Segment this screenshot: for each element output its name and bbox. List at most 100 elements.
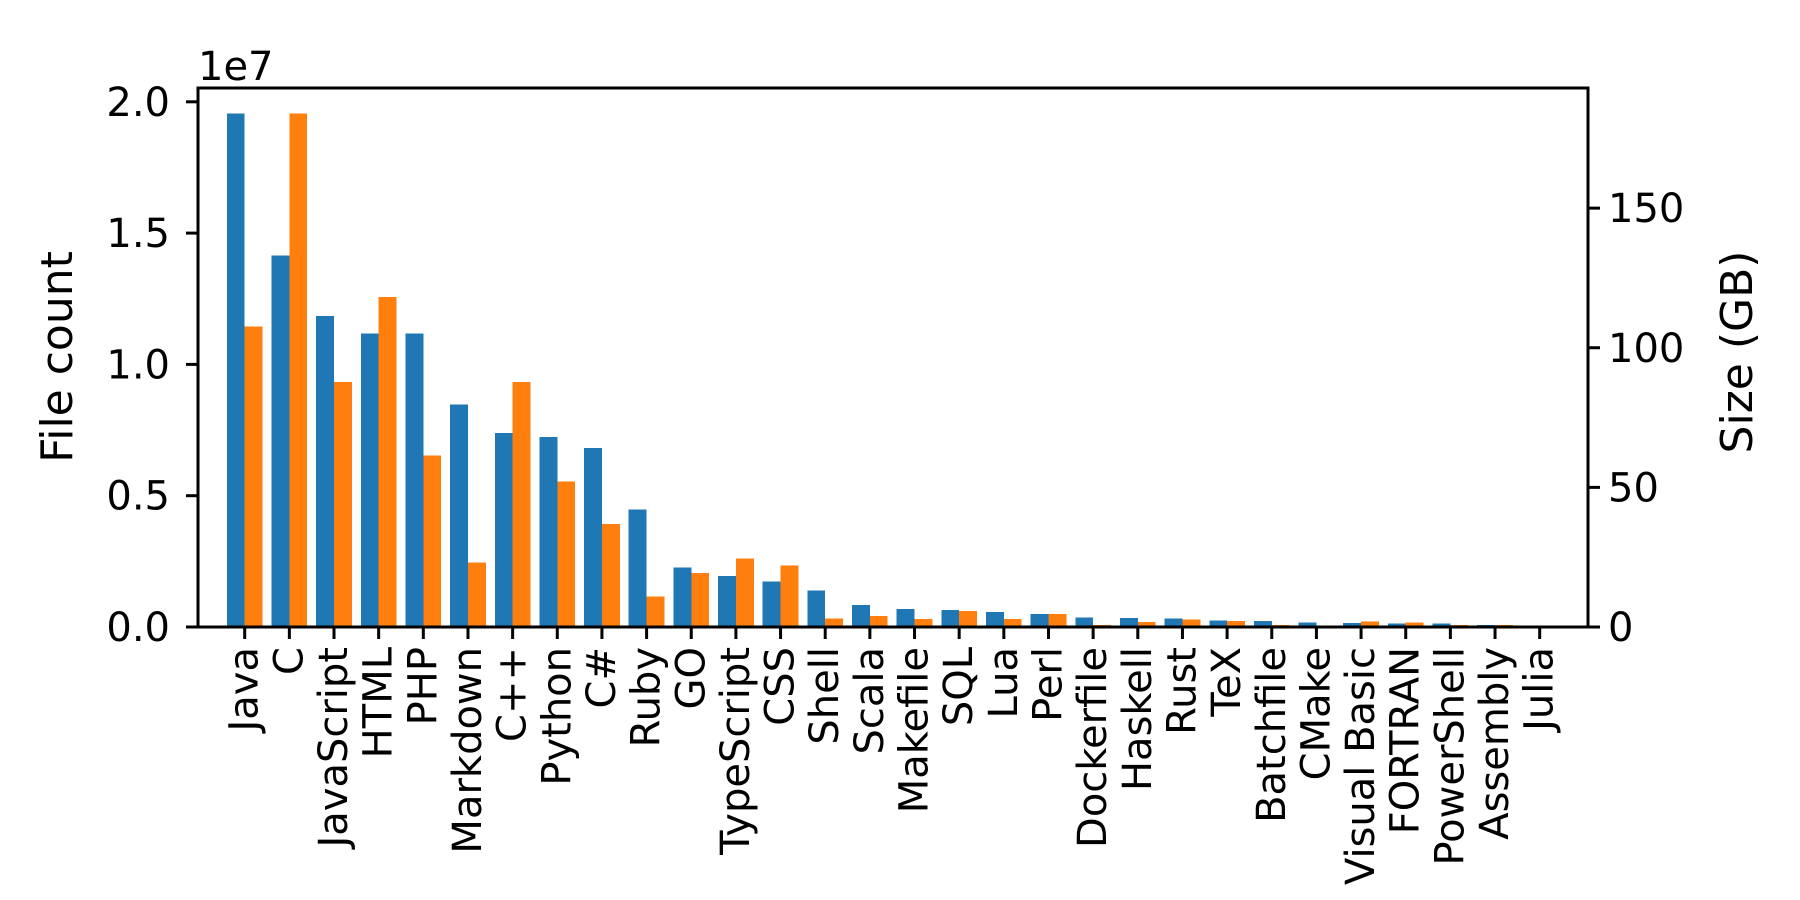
bar-file-count-python — [539, 437, 558, 627]
bar-size-gb-css — [780, 565, 799, 627]
labels-layer: 1e7 File count Size (GB) — [32, 44, 1763, 463]
bar-file-count-javascript — [316, 316, 335, 627]
x-tick-label-go: GO — [668, 647, 714, 709]
bar-size-gb-sql — [959, 611, 978, 627]
x-tick-label-batchfile: Batchfile — [1249, 647, 1295, 823]
bar-file-count-scala — [852, 605, 870, 627]
bar-file-count-visual-basic — [1343, 622, 1362, 627]
bar-file-count-go — [673, 567, 692, 627]
bar-file-count-fortran — [1387, 623, 1406, 627]
x-tick-label-markdown: Markdown — [445, 647, 491, 854]
x-tick-label-visual-basic: Visual Basic — [1338, 647, 1384, 885]
bar-file-count-ruby — [628, 509, 647, 627]
bar-file-count-typescript — [718, 576, 736, 627]
right-y-tick-label: 150 — [1608, 186, 1684, 232]
x-tick-label-makefile: Makefile — [892, 647, 938, 813]
bar-file-count-batchfile — [1253, 620, 1272, 627]
left-y-tick-label: 1.5 — [106, 211, 170, 257]
x-tick-label-dockerfile: Dockerfile — [1070, 647, 1116, 848]
x-tick-label-scala: Scala — [847, 647, 893, 755]
bar-file-count-makefile — [896, 609, 915, 627]
x-tick-label-powershell: PowerShell — [1427, 647, 1473, 866]
bar-size-gb-ruby — [646, 596, 665, 627]
bar-size-gb-javascript — [334, 381, 352, 627]
bar-size-gb-c — [289, 113, 308, 627]
bar-file-count-c- — [494, 433, 513, 627]
x-tick-label-typescript: TypeScript — [713, 647, 759, 856]
bar-file-count-html — [360, 333, 379, 627]
x-tick-label-python: Python — [534, 647, 580, 786]
bar-file-count-markdown — [450, 404, 468, 627]
bar-size-gb-tex — [1227, 621, 1245, 627]
bar-file-count-powershell — [1432, 623, 1451, 627]
right-y-tick-label: 50 — [1608, 465, 1659, 511]
x-tick-label-julia: Julia — [1517, 647, 1563, 734]
x-tick-label-php: PHP — [400, 647, 446, 725]
bar-size-gb-perl — [1048, 613, 1067, 627]
x-tick-label-css: CSS — [758, 647, 804, 726]
x-tick-label-assembly: Assembly — [1472, 647, 1518, 840]
axes-layer: JavaCJavaScriptHTMLPHPMarkdownC++PythonC… — [106, 80, 1684, 885]
x-tick-label-shell: Shell — [802, 647, 848, 745]
bar-size-gb-php — [423, 455, 442, 627]
bar-file-count-rust — [1164, 618, 1183, 627]
plot-border — [196, 86, 1590, 629]
x-tick-label-rust: Rust — [1159, 647, 1205, 735]
left-y-axis-label: File count — [32, 251, 83, 463]
right-y-tick-label: 100 — [1608, 326, 1684, 372]
bar-file-count-dockerfile — [1075, 617, 1094, 627]
bar-file-count-haskell — [1119, 618, 1138, 627]
bar-size-gb-fortran — [1405, 622, 1424, 627]
bar-file-count-css — [762, 581, 781, 627]
bar-size-gb-go — [691, 573, 710, 627]
bars-layer — [226, 113, 1558, 628]
bar-size-gb-typescript — [735, 558, 754, 627]
x-tick-label-tex: TeX — [1204, 647, 1250, 718]
bar-file-count-cmake — [1298, 622, 1317, 627]
y-axis-offset-text: 1e7 — [198, 44, 274, 90]
x-tick-label-c-: C# — [579, 647, 625, 708]
x-tick-label-html: HTML — [356, 646, 402, 758]
bar-size-gb-visual-basic — [1361, 621, 1379, 627]
left-y-tick-label: 0.5 — [106, 474, 170, 520]
bar-file-count-shell — [807, 590, 826, 627]
x-tick-label-lua: Lua — [981, 647, 1027, 718]
bar-size-gb-rust — [1182, 619, 1201, 627]
bar-file-count-c — [271, 255, 290, 627]
x-tick-label-perl: Perl — [1025, 647, 1071, 722]
right-y-tick-label: 0 — [1608, 605, 1633, 651]
bar-size-gb-c- — [601, 524, 620, 627]
bar-file-count-lua — [985, 611, 1004, 627]
x-tick-label-c-: C++ — [490, 647, 536, 742]
left-y-tick-label: 2.0 — [106, 80, 170, 126]
bar-size-gb-lua — [1003, 619, 1022, 627]
bar-size-gb-shell — [825, 618, 844, 627]
bar-size-gb-python — [557, 481, 576, 627]
bar-file-count-sql — [941, 609, 960, 627]
bar-file-count-c- — [584, 448, 602, 627]
bar-file-count-perl — [1030, 613, 1049, 627]
bar-file-count-php — [405, 333, 424, 627]
bar-file-count-tex — [1209, 620, 1228, 627]
bar-size-gb-scala — [869, 616, 888, 627]
left-y-tick-label: 1.0 — [106, 342, 170, 388]
right-y-axis-label: Size (GB) — [1712, 251, 1763, 454]
x-tick-label-ruby: Ruby — [624, 647, 670, 747]
x-tick-label-cmake: CMake — [1293, 647, 1339, 780]
x-tick-label-javascript: JavaScript — [311, 647, 357, 851]
x-tick-label-c: C — [266, 647, 312, 675]
bar-size-gb-java — [244, 326, 263, 627]
x-tick-label-fortran: FORTRAN — [1383, 647, 1429, 834]
bar-size-gb-html — [378, 297, 397, 627]
x-tick-label-java: Java — [222, 647, 268, 735]
x-tick-label-sql: SQL — [936, 646, 982, 726]
bar-file-count-java — [226, 113, 245, 628]
bar-size-gb-markdown — [467, 562, 486, 627]
bar-size-gb-makefile — [914, 618, 933, 627]
x-tick-label-haskell: Haskell — [1115, 647, 1161, 791]
bar-size-gb-haskell — [1137, 621, 1156, 627]
bar-size-gb-c- — [512, 382, 531, 627]
left-y-tick-label: 0.0 — [106, 605, 170, 651]
